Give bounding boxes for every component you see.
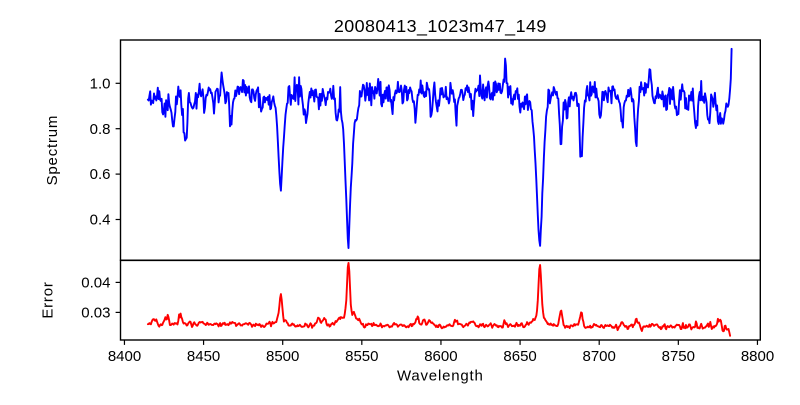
svg-text:0.6: 0.6 (90, 166, 111, 183)
svg-text:0.4: 0.4 (90, 212, 111, 229)
svg-text:8400: 8400 (108, 348, 141, 365)
svg-text:20080413_1023m47_149: 20080413_1023m47_149 (334, 16, 547, 37)
svg-text:Spectrum: Spectrum (44, 115, 61, 186)
svg-text:0.04: 0.04 (81, 275, 110, 292)
svg-text:8700: 8700 (583, 348, 616, 365)
svg-text:0.8: 0.8 (90, 121, 111, 138)
svg-text:0.03: 0.03 (81, 305, 110, 322)
svg-text:8450: 8450 (187, 348, 220, 365)
svg-text:Wavelength: Wavelength (397, 367, 484, 384)
svg-text:8500: 8500 (266, 348, 299, 365)
svg-text:8800: 8800 (741, 348, 774, 365)
svg-text:8750: 8750 (662, 348, 695, 365)
svg-text:8650: 8650 (503, 348, 536, 365)
svg-text:8600: 8600 (424, 348, 457, 365)
svg-text:Error: Error (39, 281, 56, 318)
svg-text:1.0: 1.0 (90, 75, 111, 92)
svg-text:8550: 8550 (345, 348, 378, 365)
